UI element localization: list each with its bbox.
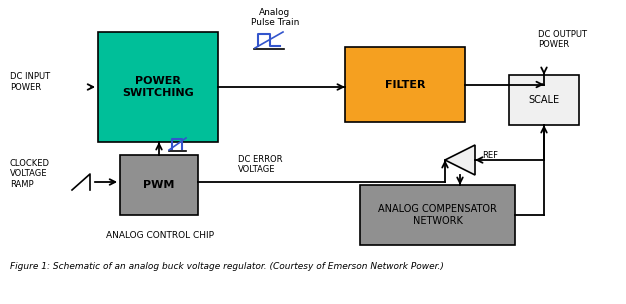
Text: SCALE: SCALE	[528, 95, 560, 105]
Text: Analog
Pulse Train: Analog Pulse Train	[251, 8, 299, 27]
Text: ANALOG COMPENSATOR
NETWORK: ANALOG COMPENSATOR NETWORK	[378, 204, 497, 226]
Text: Figure 1: Schematic of an analog buck voltage regulator. (Courtesy of Emerson Ne: Figure 1: Schematic of an analog buck vo…	[10, 262, 444, 271]
Text: POWER
SWITCHING: POWER SWITCHING	[122, 76, 194, 98]
Text: ANALOG CONTROL CHIP: ANALOG CONTROL CHIP	[106, 230, 214, 240]
Polygon shape	[445, 145, 475, 175]
Bar	[360, 185, 515, 245]
Bar	[98, 32, 218, 142]
Text: DC INPUT
POWER: DC INPUT POWER	[10, 72, 50, 92]
Text: DC ERROR
VOLTAGE: DC ERROR VOLTAGE	[238, 155, 282, 174]
Text: CLOCKED
VOLTAGE
RAMP: CLOCKED VOLTAGE RAMP	[10, 159, 50, 189]
Text: REF: REF	[482, 150, 498, 160]
Text: PWM: PWM	[143, 180, 175, 190]
Bar	[345, 47, 465, 122]
Text: DC OUTPUT
POWER: DC OUTPUT POWER	[538, 30, 587, 50]
Text: FILTER: FILTER	[385, 80, 425, 89]
Bar	[509, 75, 579, 125]
Bar	[120, 155, 198, 215]
